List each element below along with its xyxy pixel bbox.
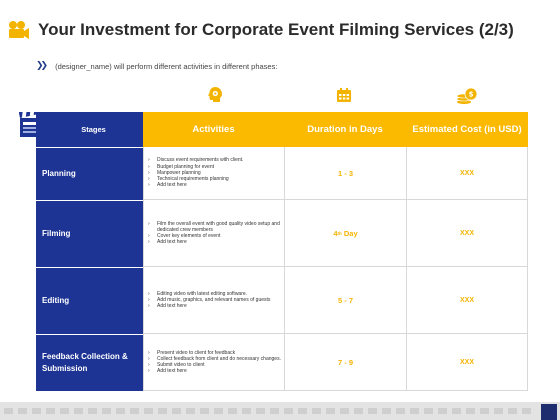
svg-text:$: $ (469, 91, 474, 99)
filmstrip-hole (438, 408, 447, 414)
subtitle-row: ❯❯ (designer_name) will perform differen… (36, 61, 277, 71)
filmstrip-hole (214, 408, 223, 414)
activity-item: › Add text here (148, 182, 187, 189)
filmstrip-hole (242, 408, 251, 414)
header-cost: Estimated Cost (in USD) (406, 112, 528, 147)
filmstrip-hole (74, 408, 83, 414)
double-chevron-right-icon: ❯❯ (36, 61, 48, 71)
filmstrip-bar (0, 402, 560, 420)
filmstrip-hole (270, 408, 279, 414)
activities-cell: › Editing video with latest editing softw… (143, 267, 284, 334)
movie-camera-icon (9, 21, 29, 39)
filmstrip-hole (130, 408, 139, 414)
duration-cell: 5 - 7 (284, 267, 406, 334)
filmstrip-hole (46, 408, 55, 414)
calendar-icon (337, 88, 351, 102)
filmstrip-hole (116, 408, 125, 414)
page-subtitle: (designer_name) will perform different a… (55, 61, 278, 71)
duration-cell: 1 - 3 (284, 147, 406, 200)
stage-cell: Editing (36, 267, 143, 334)
filmstrip-hole (396, 408, 405, 414)
filmstrip-hole (452, 408, 461, 414)
filmstrip-hole (508, 408, 517, 414)
duration-cell: 7 - 9 (284, 334, 406, 391)
activity-item: › Cover key elements of event (148, 233, 221, 239)
investment-table: Stages Activities Duration in Days Estim… (36, 112, 528, 391)
activities-cell: › Discuss event requirements with client.… (143, 147, 284, 200)
activity-item: › Manpower planning (148, 169, 201, 176)
activity-item: › Add text here (148, 303, 187, 310)
activities-cell: › Present video to client for feedback › C… (143, 334, 284, 391)
page-title: Your Investment for Corporate Event Film… (38, 20, 514, 39)
header-stages: Stages (36, 112, 143, 147)
filmstrip-hole (186, 408, 195, 414)
filmstrip-hole (228, 408, 237, 414)
activity-item: › Add text here (148, 368, 187, 375)
filmstrip-hole (172, 408, 181, 414)
stage-cell: Feedback Collection & Submission (36, 334, 143, 391)
filmstrip-hole (298, 408, 307, 414)
filmstrip-hole (326, 408, 335, 414)
activity-item: › Discuss event requirements with client. (148, 157, 244, 164)
filmstrip-hole (102, 408, 111, 414)
filmstrip-hole (4, 408, 13, 414)
activity-item: › Submit video to client (148, 362, 205, 368)
activity-item: › Collect feedback from client and do nec… (148, 355, 281, 362)
filmstrip-hole (200, 408, 209, 414)
activity-item: › Film the overall event with good qualit… (148, 220, 280, 233)
filmstrip-hole (18, 408, 27, 414)
cost-cell: XXX (406, 267, 528, 334)
corner-square (541, 404, 557, 420)
filmstrip-hole (410, 408, 419, 414)
filmstrip-hole (32, 408, 41, 414)
table-row-planning: Planning › Discuss event requirements wit… (36, 147, 528, 200)
activity-item: › Add music, graphics, and relevant names… (148, 296, 271, 303)
filmstrip-hole (522, 408, 531, 414)
filmstrip-hole (144, 408, 153, 414)
filmstrip-hole (368, 408, 377, 414)
header-activities: Activities (143, 112, 284, 147)
filmstrip-hole (424, 408, 433, 414)
stage-cell: Filming (36, 200, 143, 267)
cost-cell: XXX (406, 334, 528, 391)
activities-cell: › Film the overall event with good qualit… (143, 200, 284, 267)
title-row: Your Investment for Corporate Event Film… (8, 17, 514, 43)
filmstrip-hole (312, 408, 321, 414)
stage-cell: Planning (36, 147, 143, 200)
filmstrip-hole (60, 408, 69, 414)
filmstrip-hole (354, 408, 363, 414)
header-duration: Duration in Days (284, 112, 406, 147)
activity-item: › Present video to client for feedback (148, 349, 236, 356)
filmstrip-hole (88, 408, 97, 414)
filmstrip-hole (158, 408, 167, 414)
cost-cell: XXX (406, 147, 528, 200)
coins-icon: $ (456, 87, 478, 104)
table-row-feedback: Feedback Collection & Submission › Presen… (36, 334, 528, 391)
filmstrip-hole (480, 408, 489, 414)
gear-head-icon (208, 87, 222, 102)
activity-item: › Add text here (148, 239, 187, 246)
filmstrip-hole (256, 408, 265, 414)
table-row-filming: Filming › Film the overall event with goo… (36, 200, 528, 267)
cost-cell: XXX (406, 200, 528, 267)
activity-item: › Budget planning for event (148, 163, 214, 170)
filmstrip-hole (284, 408, 293, 414)
filmstrip-hole (382, 408, 391, 414)
filmstrip-hole (494, 408, 503, 414)
activity-item: › Technical requirements planning (148, 176, 229, 183)
filmstrip-hole (340, 408, 349, 414)
table-row-editing: Editing › Editing video with latest editi… (36, 267, 528, 334)
activity-item: › Editing video with latest editing softw… (148, 290, 248, 297)
filmstrip-hole (466, 408, 475, 414)
